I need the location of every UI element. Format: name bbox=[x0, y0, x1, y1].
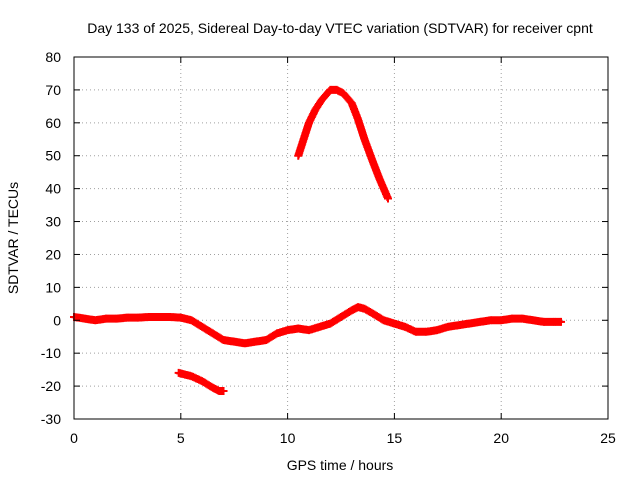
plot-frame bbox=[73, 56, 609, 420]
y-tick-label: 10 bbox=[45, 279, 61, 295]
x-tick-label: 20 bbox=[493, 430, 509, 446]
series-main bbox=[70, 303, 566, 348]
x-tick-label: 10 bbox=[280, 430, 296, 446]
x-tick-label: 15 bbox=[387, 430, 403, 446]
y-tick-label: 30 bbox=[45, 214, 61, 230]
series-layer bbox=[70, 85, 566, 396]
series-lower-segment bbox=[174, 368, 228, 396]
y-tick-label: 20 bbox=[45, 246, 61, 262]
y-tick-label: 70 bbox=[45, 82, 61, 98]
x-tick-label: 25 bbox=[600, 430, 616, 446]
axis-ticks bbox=[73, 56, 609, 420]
y-tick-label: 0 bbox=[53, 312, 61, 328]
x-tick-label: 5 bbox=[177, 430, 185, 446]
y-tick-label: 50 bbox=[45, 148, 61, 164]
series-peak-arc bbox=[294, 85, 392, 203]
series-trace bbox=[176, 369, 227, 396]
chart-title: Day 133 of 2025, Sidereal Day-to-day VTE… bbox=[87, 20, 593, 36]
y-tick-label: 80 bbox=[45, 49, 61, 65]
y-tick-label: -10 bbox=[41, 345, 61, 361]
y-tick-labels: -30 -20 -10 0 10 20 30 40 50 60 70 80 bbox=[41, 49, 61, 427]
y-axis-label: SDTVAR / TECUs bbox=[5, 182, 21, 294]
x-tick-label: 0 bbox=[70, 430, 78, 446]
grid-lines bbox=[74, 57, 608, 419]
y-tick-label: -30 bbox=[41, 411, 61, 427]
series-trace bbox=[294, 85, 392, 201]
x-tick-labels: 0 5 10 15 20 25 bbox=[70, 430, 616, 446]
x-axis-label: GPS time / hours bbox=[287, 457, 394, 473]
series-trace bbox=[71, 303, 564, 348]
y-tick-label: 60 bbox=[45, 115, 61, 131]
y-tick-label: 40 bbox=[45, 181, 61, 197]
y-tick-label: -20 bbox=[41, 378, 61, 394]
